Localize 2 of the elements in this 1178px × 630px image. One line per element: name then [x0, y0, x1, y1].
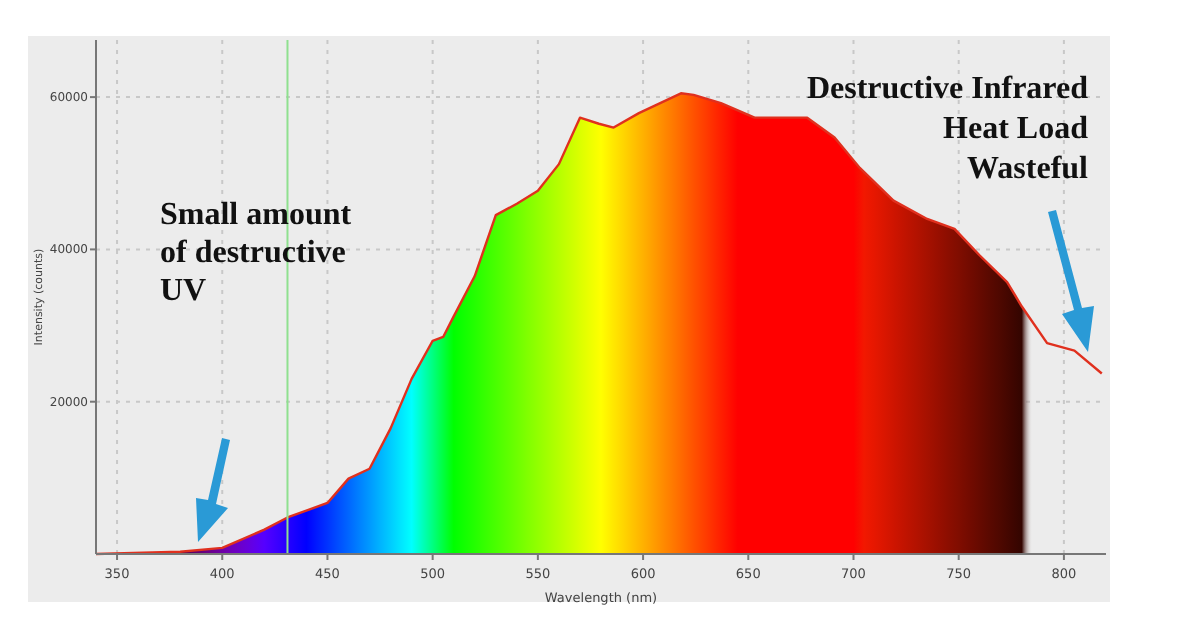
annotation: Destructive Infrared Heat Load Wasteful	[806, 72, 1090, 186]
annotation: Small amount of destructive UV	[160, 198, 353, 308]
